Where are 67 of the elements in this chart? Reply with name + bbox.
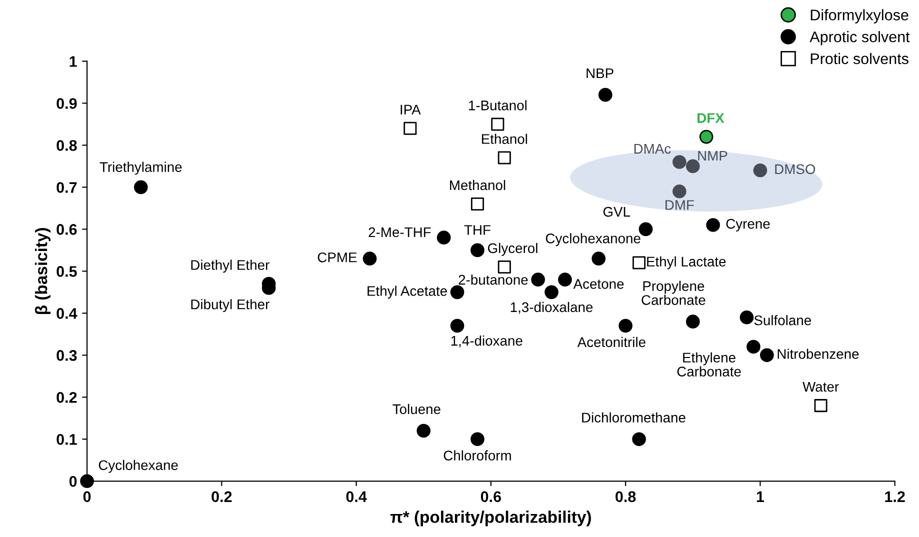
annotation: Triethylamine [100, 162, 182, 175]
x-tick-label: 0.2 [212, 491, 232, 502]
legend-label: Aprotic solvent [810, 31, 910, 46]
annotation: 2-butanone [458, 274, 528, 285]
annotation: Dibutyl Ether [191, 299, 270, 312]
annotation: Chloroform [444, 450, 511, 460]
y-tick-label: 0.4 [56, 308, 78, 319]
annotation: THF [464, 225, 490, 235]
y-tick-label: 0.6 [56, 224, 77, 235]
annotation: DMSO [775, 164, 816, 174]
y-tick-label: 0.1 [56, 434, 77, 445]
y-tick-label: 0 [69, 476, 77, 487]
annotation: Cyrene [726, 218, 770, 232]
annotation: Acetone [573, 279, 624, 289]
x-tick-label: 1.2 [885, 491, 905, 502]
annotation: Cyclohexanone [546, 233, 640, 246]
annotation: Sulfolane [754, 315, 811, 326]
annotation: IPA [400, 104, 421, 114]
annotation: Propylene Carbonate [642, 280, 706, 305]
y-tick-label: 1 [70, 56, 77, 67]
y-tick-label: 0.5 [56, 266, 77, 277]
x-tick-label: 1 [756, 491, 764, 502]
annotation: Ethylene Carbonate [677, 352, 741, 376]
annotation: Glycerol [488, 242, 538, 256]
point [632, 256, 646, 270]
annotation: Water [802, 382, 839, 392]
annotation: Methanol [450, 180, 506, 190]
y-tick-label: 0.2 [56, 392, 77, 403]
y-tick-label: 0.9 [56, 98, 77, 109]
annotation: Dichloromethane [582, 412, 686, 423]
point [699, 130, 714, 144]
annotation: Cyclohexane [98, 460, 178, 473]
annotation: 1-Butanol [468, 100, 526, 110]
annotation: Acetonitrile [577, 336, 646, 348]
annotation: Ethanol [482, 134, 528, 144]
x-tick-label: 0.4 [346, 491, 367, 502]
point [498, 151, 511, 164]
point [498, 260, 511, 274]
legend-label: Protic solvents [810, 52, 908, 64]
x-tick-label: 0 [83, 491, 91, 502]
point [470, 197, 484, 210]
annotation: Nitrobenzene [778, 348, 859, 359]
point [814, 399, 828, 412]
point [404, 122, 417, 135]
annotation: 1,4-dioxane [451, 336, 522, 348]
annotation: DFX [698, 113, 724, 123]
annotation: Toluene [392, 404, 440, 414]
annotation: DMF [666, 200, 694, 210]
annotation: GVL [603, 206, 630, 217]
legend-label: Diformylxylose [810, 9, 908, 24]
y-tick-label: 0.8 [56, 140, 77, 151]
annotation: Ethyl Acetate [368, 286, 447, 299]
y-tick-label: 0.3 [56, 350, 77, 361]
annotation: CPME [318, 252, 357, 262]
annotation: NMP [698, 150, 728, 161]
x-tick-label: 0.6 [480, 491, 501, 502]
annotation: DMAc [634, 144, 671, 154]
y-axis-title: β (basicity) [34, 228, 51, 314]
y-tick-label: 0.7 [56, 182, 77, 193]
x-tick-label: 0.8 [616, 491, 636, 502]
x-axis-title: π* (polarity/polarizability) [390, 510, 591, 526]
annotation: Ethyl Lactate [647, 256, 726, 270]
annotation: Diethyl Ether [191, 260, 270, 273]
point [491, 118, 504, 131]
annotation: NBP [586, 68, 614, 78]
annotation: 2-Me-THF [368, 227, 431, 238]
annotation: 1,3-dioxalane [510, 302, 593, 314]
